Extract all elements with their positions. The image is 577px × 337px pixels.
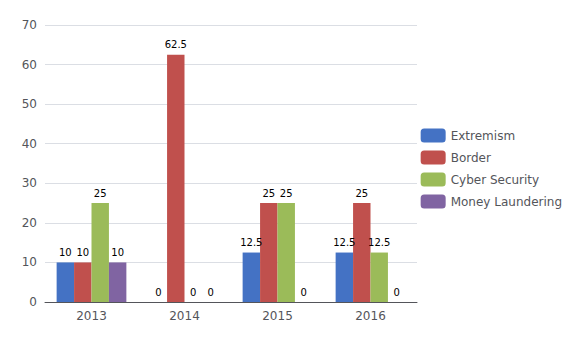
- svg-text:0: 0: [155, 287, 161, 298]
- svg-text:10: 10: [59, 247, 72, 258]
- svg-text:Money Laundering: Money Laundering: [451, 195, 562, 209]
- svg-text:30: 30: [22, 176, 37, 190]
- svg-text:2016: 2016: [355, 309, 386, 323]
- svg-text:40: 40: [22, 137, 37, 151]
- svg-text:12.5: 12.5: [368, 237, 390, 248]
- svg-text:Cyber Security: Cyber Security: [451, 173, 540, 187]
- svg-text:25: 25: [262, 188, 275, 199]
- svg-text:0: 0: [207, 287, 213, 298]
- svg-text:25: 25: [94, 188, 107, 199]
- svg-text:10: 10: [76, 247, 89, 258]
- svg-text:25: 25: [355, 188, 368, 199]
- svg-text:2015: 2015: [262, 309, 293, 323]
- svg-text:2014: 2014: [169, 309, 200, 323]
- svg-text:10: 10: [111, 247, 124, 258]
- svg-text:Border: Border: [451, 151, 491, 165]
- svg-text:70: 70: [22, 18, 37, 32]
- svg-text:0: 0: [29, 295, 37, 309]
- svg-text:0: 0: [393, 287, 399, 298]
- svg-text:0: 0: [190, 287, 196, 298]
- svg-text:2013: 2013: [76, 309, 107, 323]
- svg-text:0: 0: [300, 287, 306, 298]
- svg-text:10: 10: [22, 255, 37, 269]
- svg-text:50: 50: [22, 97, 37, 111]
- svg-text:12.5: 12.5: [333, 237, 355, 248]
- svg-text:60: 60: [22, 58, 37, 72]
- svg-text:20: 20: [22, 216, 37, 230]
- svg-text:12.5: 12.5: [240, 237, 262, 248]
- svg-text:25: 25: [280, 188, 293, 199]
- svg-text:Extremism: Extremism: [451, 129, 515, 143]
- svg-text:62.5: 62.5: [165, 39, 187, 50]
